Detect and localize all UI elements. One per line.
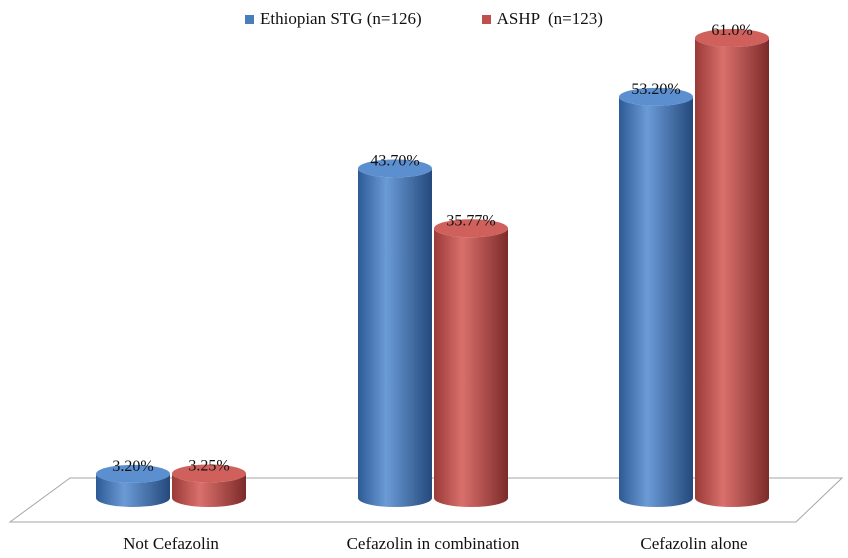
data-label: 53.20% (631, 81, 680, 98)
data-label: 61.0% (711, 22, 752, 39)
legend-item-ethiopian-stg: Ethiopian STG (n=126) (245, 9, 422, 29)
bar-ethiopian-stg-2 (619, 87, 693, 507)
bar-body (96, 473, 170, 507)
bar-cap (434, 219, 508, 238)
bar-body (358, 168, 432, 507)
legend-swatch-red (481, 14, 491, 24)
bar-cap (172, 464, 246, 483)
legend-swatch-blue (245, 14, 254, 24)
bar-body (434, 228, 508, 507)
bar-cap (695, 29, 769, 47)
bar-body (619, 96, 693, 507)
data-label: 35.77% (446, 212, 495, 229)
bar-body (172, 473, 246, 507)
legend-label-ethiopian-stg: Ethiopian STG (n=126) (260, 9, 422, 28)
bar-ashp-1 (434, 219, 508, 507)
x-tick-label: Not Cefazolin (123, 534, 219, 553)
legend: Ethiopian STG (n=126) ASHP (n=123) (245, 9, 603, 29)
bar-cap (96, 464, 170, 483)
bar-body (695, 38, 769, 507)
x-tick-label: Cefazolin in combination (347, 534, 520, 553)
bar-ashp-0 (172, 464, 246, 507)
data-label: 43.70% (370, 152, 419, 169)
x-tick-label: Cefazolin alone (640, 534, 747, 553)
bar-ethiopian-stg-0 (96, 464, 170, 507)
bar-cap (358, 159, 432, 178)
x-axis-labels: Not Cefazolin Cefazolin in combination Cef… (123, 534, 748, 553)
legend-item-ashp: ASHP (n=123) (481, 9, 603, 29)
legend-label-ashp: ASHP (n=123) (496, 9, 603, 28)
data-label: 3.25% (188, 457, 229, 474)
bars-group: 3.20% 3.25% 43.70% 35.77% 53.20% 61.0% (96, 22, 769, 507)
bar-ashp-2 (695, 29, 769, 507)
data-label: 3.20% (112, 458, 153, 475)
bar-cap (619, 87, 693, 106)
bar-ethiopian-stg-1 (358, 159, 432, 507)
